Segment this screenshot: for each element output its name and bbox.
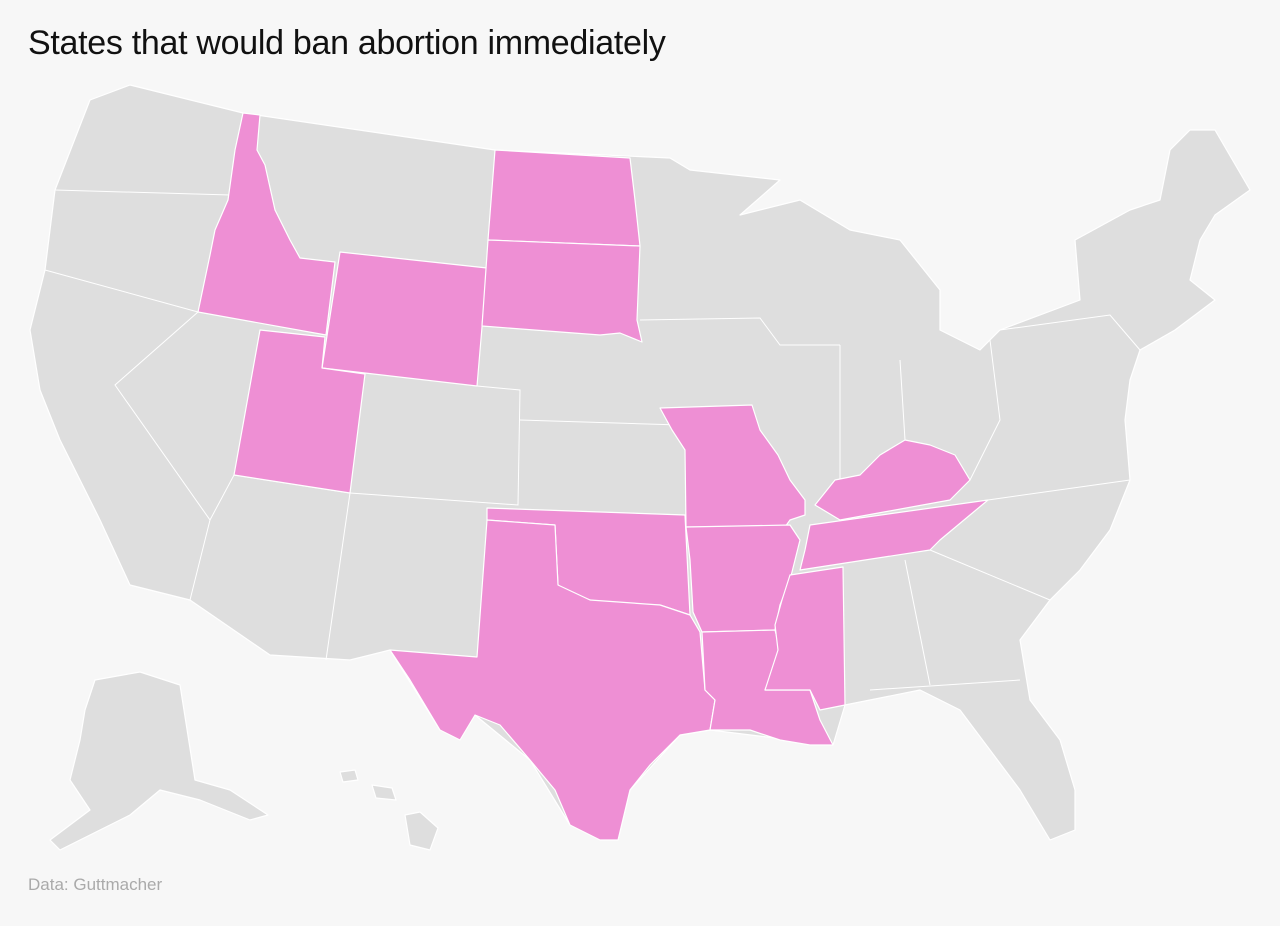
state-borders bbox=[44, 189, 1141, 691]
hawaii bbox=[404, 811, 439, 851]
ban-states bbox=[197, 112, 989, 841]
state-border bbox=[899, 359, 906, 441]
state-border bbox=[999, 314, 1141, 351]
state-border bbox=[987, 479, 1131, 501]
state-border bbox=[54, 189, 231, 196]
state-border bbox=[44, 269, 211, 601]
missouri bbox=[659, 404, 806, 528]
alaska bbox=[49, 671, 269, 851]
utah bbox=[233, 329, 366, 494]
hawaii bbox=[371, 784, 397, 801]
texas bbox=[389, 519, 716, 841]
north-dakota bbox=[487, 149, 641, 247]
wyoming bbox=[321, 251, 488, 387]
state-border bbox=[349, 385, 521, 506]
hawaii bbox=[339, 769, 359, 783]
state-border bbox=[929, 549, 1051, 601]
state-border bbox=[869, 679, 1021, 691]
state-border bbox=[519, 419, 681, 426]
mississippi bbox=[764, 566, 846, 711]
kentucky bbox=[814, 439, 971, 521]
title: States that would ban abortion immediate… bbox=[28, 24, 666, 62]
state-border bbox=[904, 559, 931, 686]
state-border bbox=[969, 339, 1001, 481]
state-border bbox=[639, 317, 840, 346]
idaho bbox=[197, 112, 336, 336]
south-dakota bbox=[481, 239, 643, 343]
source: Data: Guttmacher bbox=[28, 875, 163, 894]
tennessee bbox=[799, 499, 989, 571]
